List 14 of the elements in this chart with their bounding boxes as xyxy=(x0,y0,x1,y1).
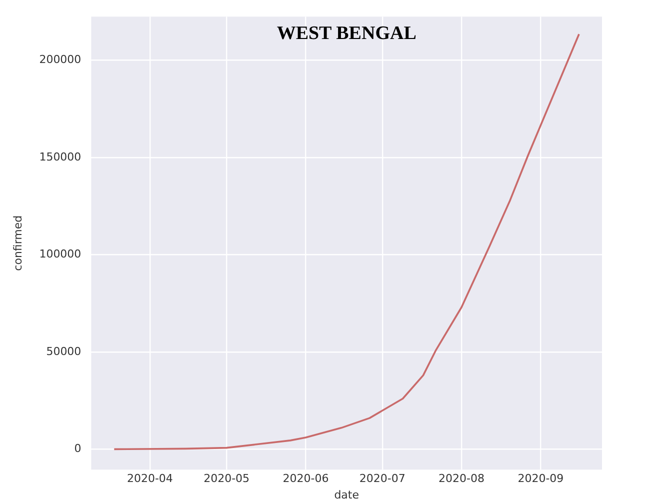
x-axis-title: date xyxy=(334,488,360,502)
y-tick-label: 100000 xyxy=(39,248,82,261)
x-tick-label: 2020-05 xyxy=(204,472,250,486)
chart-title: WEST BENGAL xyxy=(276,23,416,44)
x-tick-label: 2020-07 xyxy=(359,472,406,486)
y-tick-label: 200000 xyxy=(39,53,82,66)
x-tick-label: 2020-04 xyxy=(126,472,173,486)
x-tick-label: 2020-08 xyxy=(438,472,485,486)
y-axis-title: confirmed xyxy=(11,215,24,271)
y-tick-label: 0 xyxy=(74,442,82,456)
x-tick-label: 2020-06 xyxy=(282,472,329,486)
y-tick-label: 50000 xyxy=(46,344,82,358)
x-tick-label: 2020-09 xyxy=(518,472,564,486)
y-tick-label: 150000 xyxy=(39,150,82,164)
